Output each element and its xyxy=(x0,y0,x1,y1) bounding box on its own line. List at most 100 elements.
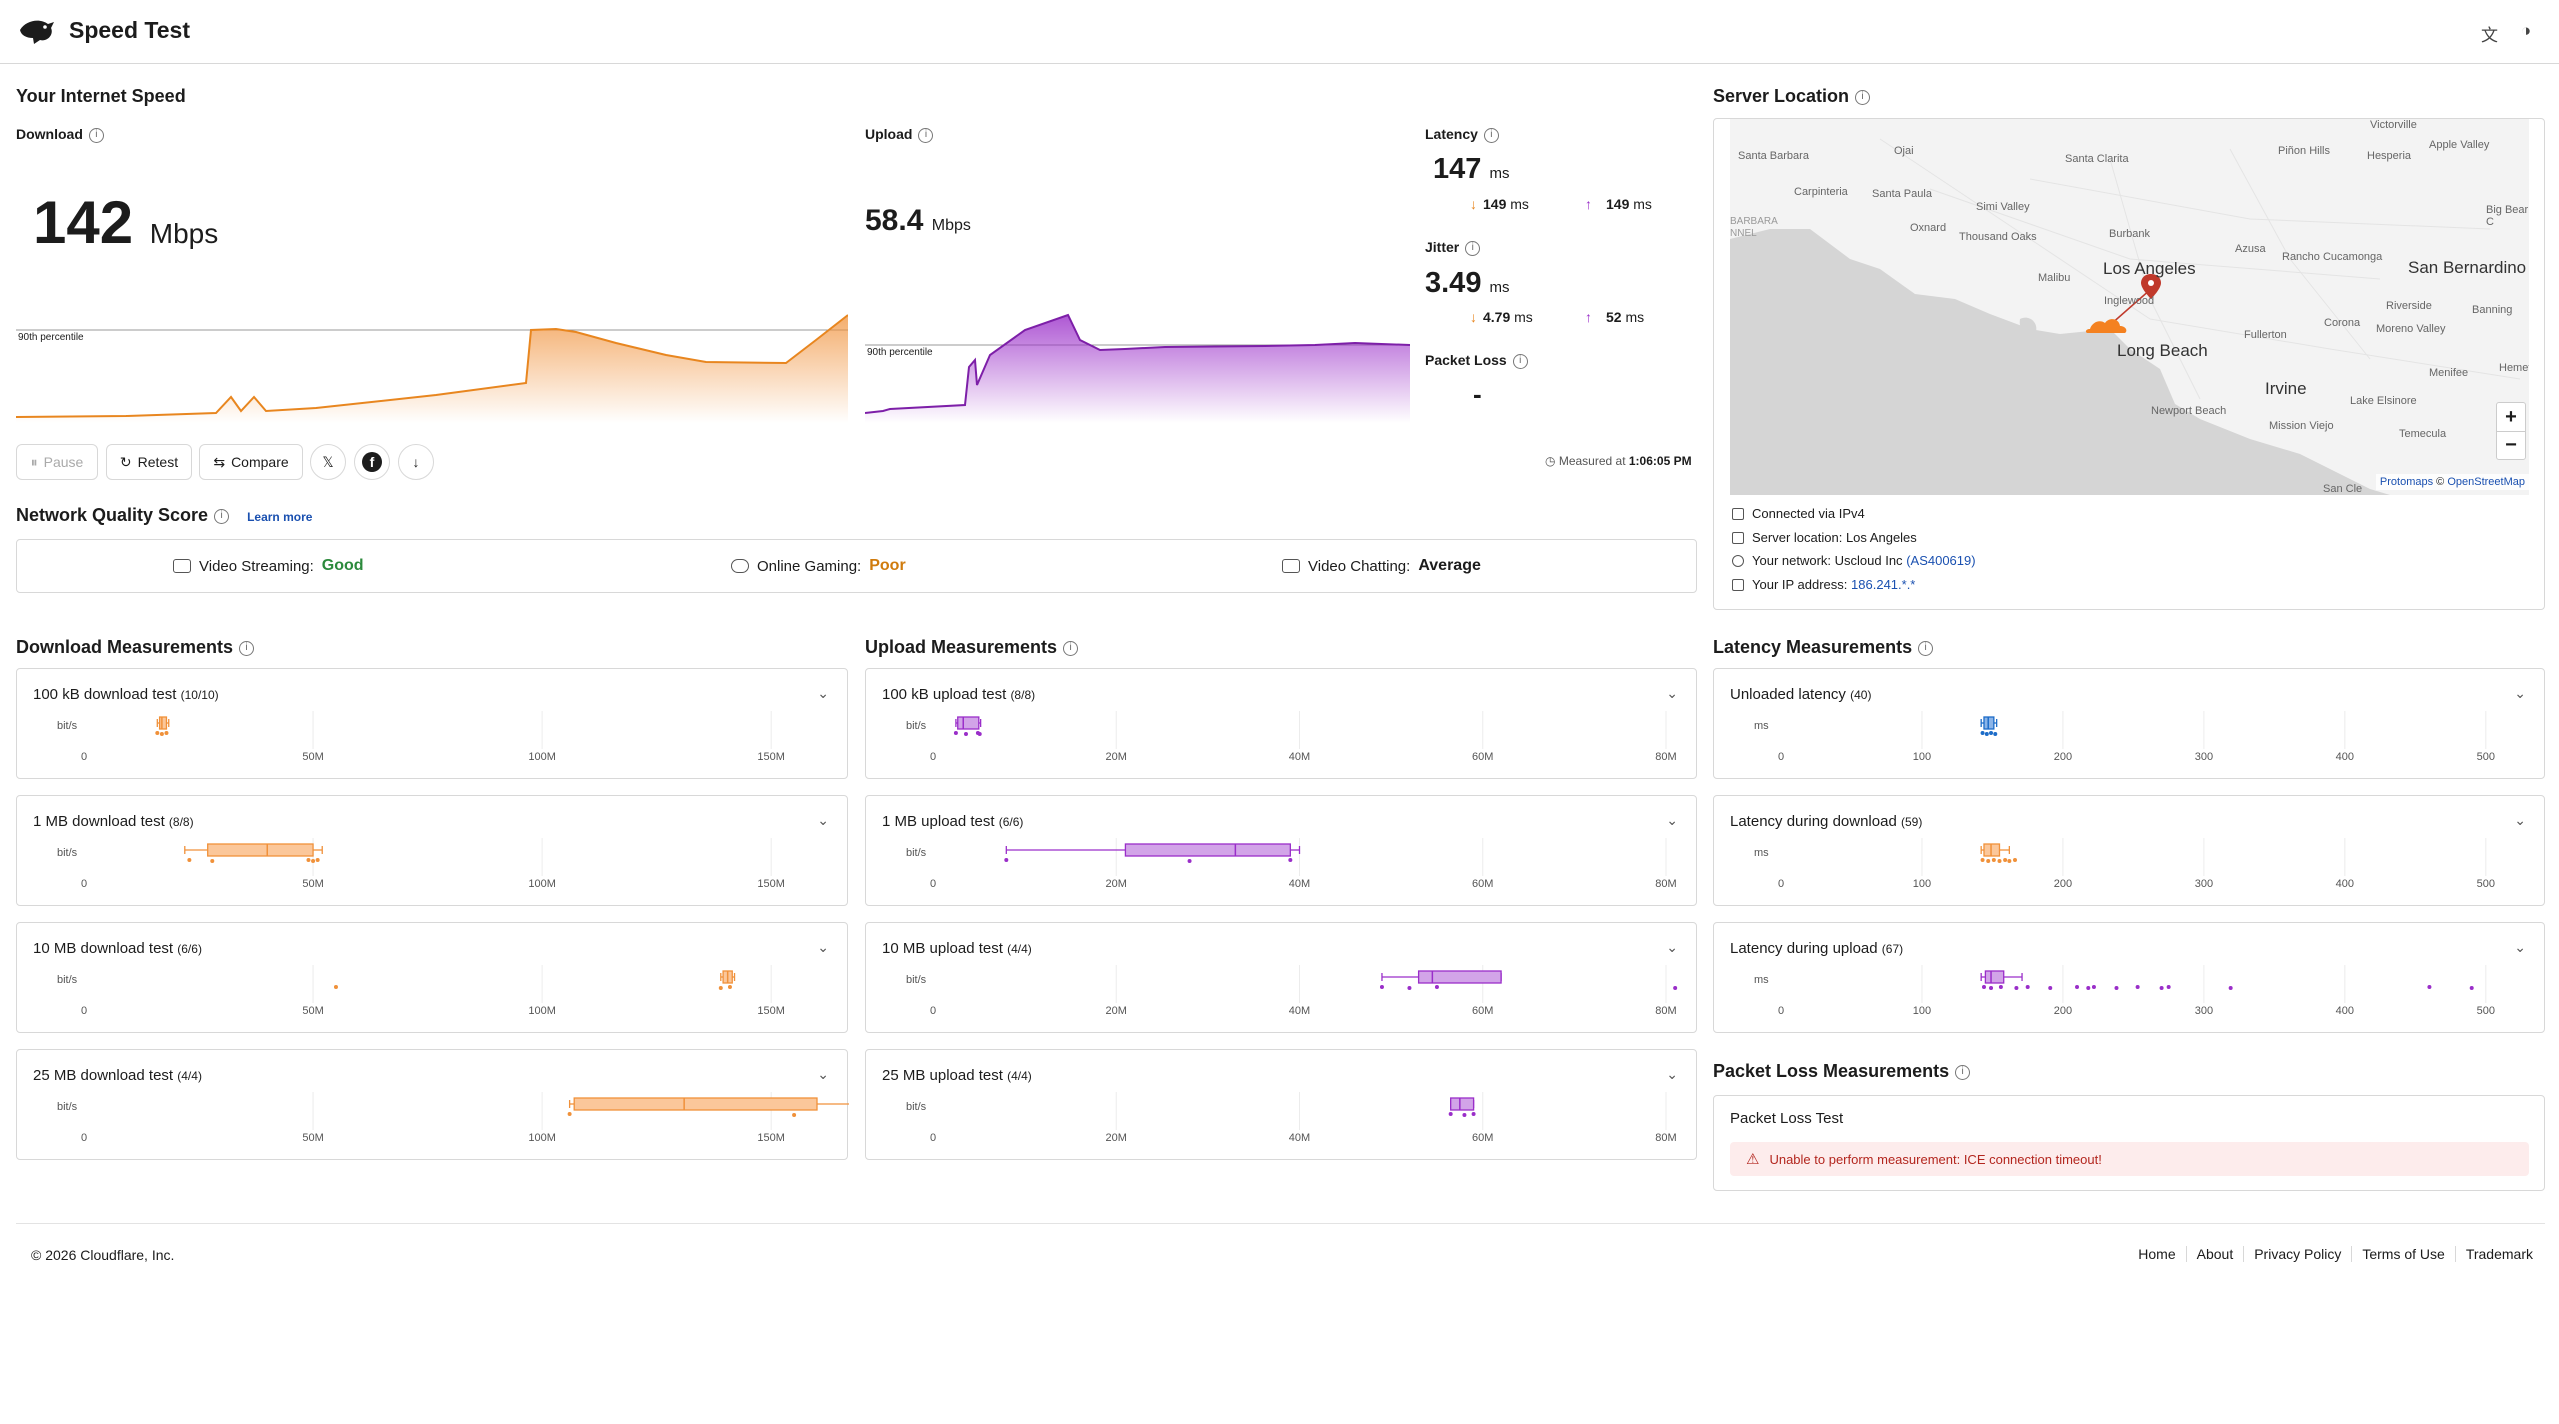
info-icon[interactable]: i xyxy=(214,508,230,524)
measurement-card[interactable]: 100 kB download test (10/10) ⌄ bit/s 0 50M 10… xyxy=(16,668,848,779)
footer-link-trademark[interactable]: Trademark xyxy=(2454,1246,2543,1262)
pause-button[interactable]: ⏸ Pause xyxy=(16,444,98,480)
box-iqr xyxy=(158,716,168,730)
share-x-button[interactable]: 𝕏 xyxy=(310,444,346,480)
chevron-down-icon[interactable]: ⌄ xyxy=(817,812,829,828)
measurement-card[interactable]: 10 MB upload test (4/4) ⌄ bit/s 0 20M 40M 60M 8… xyxy=(865,922,1697,1033)
copyright: © 2026 Cloudflare, Inc. xyxy=(31,1247,175,1263)
retest-button[interactable]: ↻ Retest xyxy=(106,444,192,480)
chevron-down-icon[interactable]: ⌄ xyxy=(817,1066,829,1082)
data-point xyxy=(311,859,316,863)
chevron-down-icon[interactable]: ⌄ xyxy=(2514,939,2526,955)
axis-tick-label: 400 xyxy=(2336,878,2354,890)
data-point xyxy=(210,859,215,863)
info-icon[interactable]: i xyxy=(1855,89,1871,105)
upload-measurements-title: Upload Measurements i xyxy=(865,637,1079,658)
data-point xyxy=(1407,986,1412,990)
data-point xyxy=(1673,986,1678,990)
footer-link-privacy[interactable]: Privacy Policy xyxy=(2243,1246,2351,1262)
info-icon[interactable]: i xyxy=(1512,353,1528,369)
chevron-down-icon[interactable]: ⌄ xyxy=(2514,812,2526,828)
axis-tick-label: 50M xyxy=(302,878,323,890)
theme-toggle-icon[interactable]: ◑ xyxy=(2521,21,2532,40)
footer-link-home[interactable]: Home xyxy=(2138,1246,2176,1262)
measurement-card[interactable]: Unloaded latency (40) ⌄ ms 0 100 200 300 400 500 xyxy=(1713,668,2545,779)
chevron-down-icon[interactable]: ⌄ xyxy=(1666,685,1678,701)
measurement-card-title: Latency during download (59) xyxy=(1730,813,1923,830)
data-point xyxy=(333,985,338,989)
axis-tick-label: 50M xyxy=(302,1132,323,1144)
axis-unit-label: bit/s xyxy=(906,720,927,732)
measurement-card[interactable]: Latency during download (59) ⌄ ms 0 100 200 30… xyxy=(1713,795,2545,906)
measurement-card[interactable]: Latency during upload (67) ⌄ ms 0 100 200 300 4… xyxy=(1713,922,2545,1033)
data-point xyxy=(1288,858,1293,862)
data-point xyxy=(567,1112,572,1116)
zoom-out-button[interactable]: − xyxy=(2505,434,2517,456)
data-point xyxy=(1980,858,1985,862)
axis-unit-label: ms xyxy=(1754,974,1769,986)
data-point xyxy=(1998,985,2003,989)
warning-icon: ⚠ xyxy=(1746,1151,1760,1168)
data-point xyxy=(1993,732,1998,736)
axis-tick-label: 60M xyxy=(1472,1005,1493,1017)
data-point xyxy=(2003,858,2008,862)
data-point xyxy=(2135,985,2140,989)
info-icon[interactable]: i xyxy=(1465,240,1481,256)
axis-tick-label: 200 xyxy=(2054,751,2072,763)
download-results-button[interactable]: ↓ xyxy=(398,444,434,480)
map-attribution: Protomaps © OpenStreetMap xyxy=(2375,474,2529,490)
info-icon[interactable]: i xyxy=(1955,1064,1971,1080)
axis-tick-label: 300 xyxy=(2195,1005,2213,1017)
chevron-down-icon[interactable]: ⌄ xyxy=(1666,812,1678,828)
refresh-icon: ↻ xyxy=(119,453,132,470)
measurement-card-title: 1 MB download test (8/8) xyxy=(33,813,194,830)
info-icon[interactable]: i xyxy=(1063,640,1079,656)
compare-button[interactable]: ⇆ Compare xyxy=(199,444,303,480)
data-point xyxy=(2007,859,2012,863)
data-point xyxy=(953,731,958,735)
measurement-card[interactable]: 1 MB upload test (6/6) ⌄ bit/s 0 20M 40M 60M 80… xyxy=(865,795,1697,906)
data-point xyxy=(1986,859,1991,863)
arrow-up-icon: ↑ xyxy=(1585,309,1592,325)
measurement-card[interactable]: 100 kB upload test (8/8) ⌄ bit/s 0 20M 40M 60M… xyxy=(865,668,1697,779)
chevron-down-icon[interactable]: ⌄ xyxy=(1666,1066,1678,1082)
info-icon[interactable]: i xyxy=(1918,640,1934,656)
footer-link-terms[interactable]: Terms of Use xyxy=(2351,1246,2454,1262)
chevron-down-icon[interactable]: ⌄ xyxy=(2514,685,2526,701)
info-icon[interactable]: i xyxy=(239,640,255,656)
footer-link-about[interactable]: About xyxy=(2185,1246,2244,1262)
measurement-card[interactable]: 10 MB download test (6/6) ⌄ bit/s 0 50M 100M 1… xyxy=(16,922,848,1033)
share-facebook-button[interactable]: f xyxy=(354,444,390,480)
box-iqr xyxy=(1124,843,1291,857)
learn-more-link[interactable]: Learn more xyxy=(247,510,313,524)
axis-tick-label: 150M xyxy=(757,878,785,890)
measurement-card[interactable]: 25 MB upload test (4/4) ⌄ bit/s 0 20M 40M 60M 8… xyxy=(865,1049,1697,1160)
measurement-card-title: Unloaded latency (40) xyxy=(1730,686,1872,703)
chevron-down-icon[interactable]: ⌄ xyxy=(1666,939,1678,955)
measurement-card[interactable]: 25 MB download test (4/4) ⌄ bit/s 0 50M 100M 1… xyxy=(16,1049,849,1160)
chevron-down-icon[interactable]: ⌄ xyxy=(817,939,829,955)
info-icon[interactable]: i xyxy=(1483,127,1499,143)
language-icon[interactable]: 文 xyxy=(2481,26,2498,45)
chevron-down-icon[interactable]: ⌄ xyxy=(817,685,829,701)
data-point xyxy=(187,858,192,862)
box-iqr xyxy=(1984,970,2005,984)
download-chart: 90th percentile xyxy=(16,314,848,423)
data-point xyxy=(1004,858,1009,862)
measurement-card[interactable]: 1 MB download test (8/8) ⌄ bit/s 0 50M 100M 15… xyxy=(16,795,848,906)
box-plot-chart: ms 0 100 200 300 400 500 xyxy=(1754,838,2495,890)
axis-tick-label: 100M xyxy=(528,878,556,890)
axis-tick-label: 0 xyxy=(930,1005,936,1017)
box-plot-chart: bit/s 0 50M 100M 150M xyxy=(57,1092,849,1144)
server-map[interactable]: Santa Barbara Ojai Santa Clarita Piñon H… xyxy=(1730,119,2529,495)
your-network-row: Your network: Uscloud Inc (AS400619) xyxy=(1732,553,1976,568)
axis-tick-label: 0 xyxy=(81,878,87,890)
footer-links: Home About Privacy Policy Terms of Use T… xyxy=(2128,1246,2543,1262)
data-point xyxy=(2014,986,2019,990)
data-point xyxy=(1989,731,1994,735)
zoom-in-button[interactable]: + xyxy=(2497,403,2525,432)
info-icon[interactable]: i xyxy=(88,127,104,143)
online-gaming-score: Online Gaming: Poor xyxy=(731,557,906,575)
axis-tick-label: 60M xyxy=(1472,751,1493,763)
info-icon[interactable]: i xyxy=(918,127,934,143)
